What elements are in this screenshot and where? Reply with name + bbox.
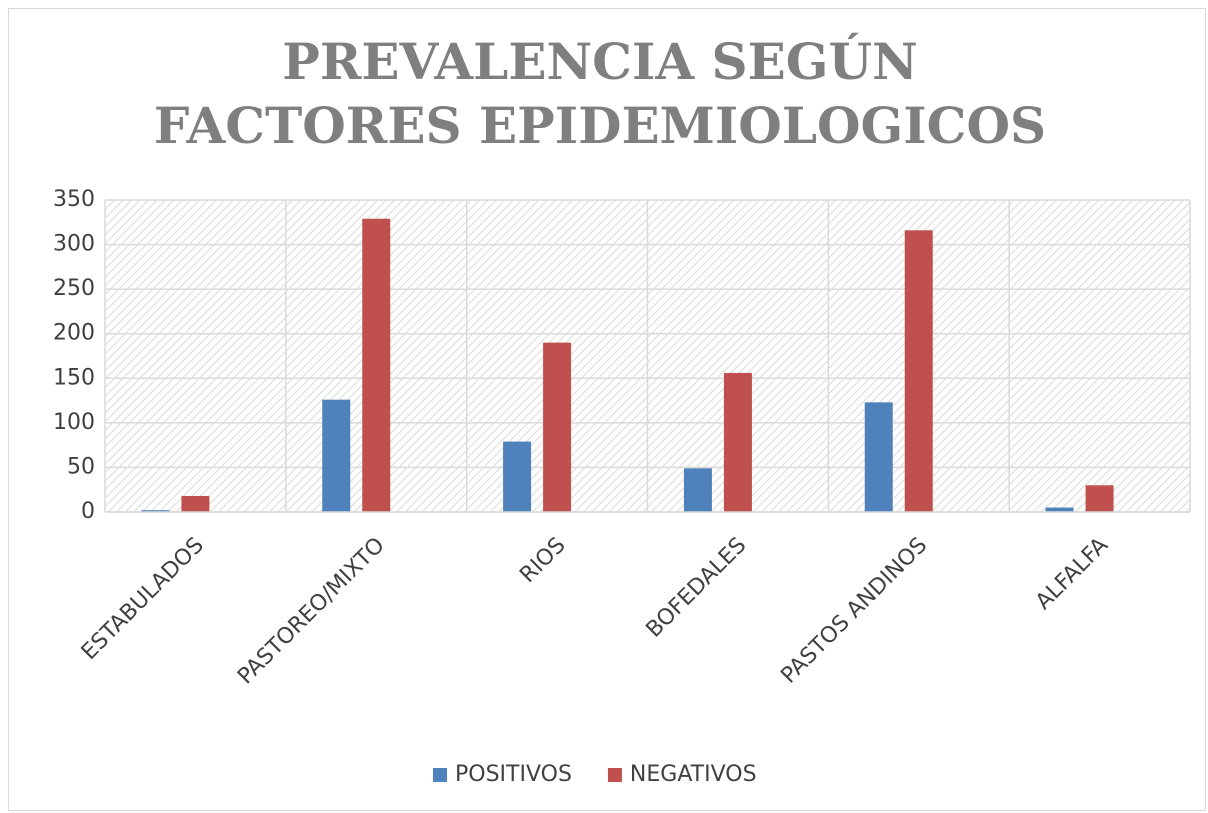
y-tick-label: 0	[81, 499, 95, 524]
x-tick-label: RIOS	[515, 533, 570, 588]
y-tick-label: 50	[67, 454, 95, 479]
y-tick-label: 150	[53, 365, 95, 390]
x-tick-label: ALFALFA	[1031, 533, 1113, 615]
x-tick-label: PASTOREO/MIXTO	[233, 533, 390, 690]
y-tick-label: 300	[53, 232, 95, 257]
legend-label: NEGATIVOS	[630, 762, 757, 787]
bar	[864, 402, 893, 512]
chart-frame	[8, 8, 1206, 811]
bar	[543, 342, 572, 512]
bar	[322, 399, 351, 512]
legend-swatch	[433, 768, 447, 782]
y-tick-label: 350	[53, 187, 95, 212]
bar	[141, 510, 170, 512]
x-tick-label: BOFEDALES	[642, 533, 752, 643]
bar	[1085, 485, 1114, 512]
bar	[362, 218, 391, 512]
bar	[181, 495, 210, 512]
y-tick-label: 100	[53, 410, 95, 435]
bar	[723, 372, 752, 512]
bar	[503, 441, 532, 512]
x-tick-label: PASTOS ANDINOS	[776, 533, 932, 689]
chart-title: PREVALENCIA SEGÚN FACTORES EPIDEMIOLOGIC…	[153, 32, 1047, 155]
bar	[683, 468, 712, 512]
bar	[904, 230, 933, 512]
x-tick-label: ESTABULADOS	[77, 533, 209, 665]
legend-swatch	[607, 768, 622, 782]
y-tick-label: 250	[53, 276, 95, 301]
bar	[1045, 507, 1074, 512]
legend-label: POSITIVOS	[455, 762, 572, 787]
y-tick-label: 200	[53, 321, 95, 346]
